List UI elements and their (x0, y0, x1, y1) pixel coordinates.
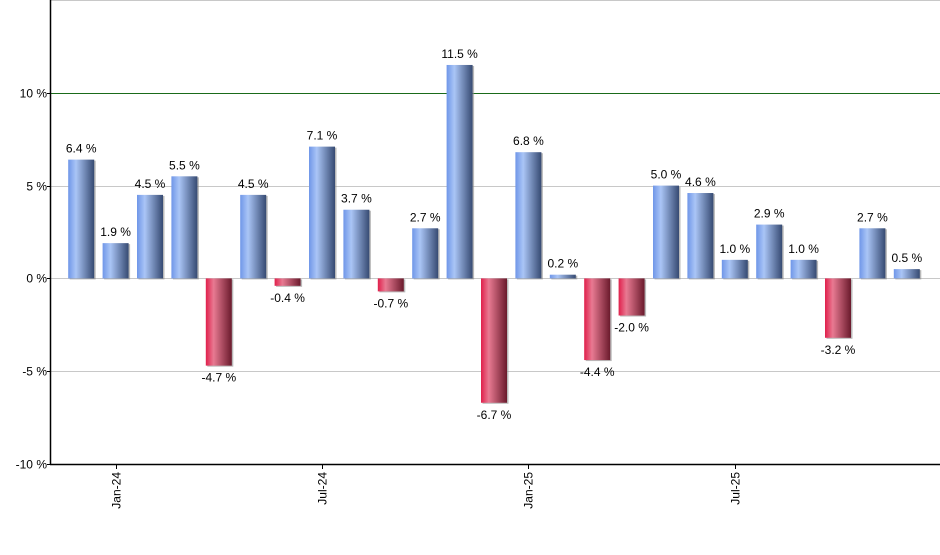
data-label: -0.7 % (373, 296, 408, 310)
data-label: 6.8 % (513, 134, 544, 148)
data-label: 0.5 % (891, 251, 922, 265)
data-label: 11.5 % (441, 47, 478, 61)
x-tick-label: Jan-24 (110, 472, 124, 509)
bar (687, 193, 714, 279)
data-label: 3.7 % (341, 192, 372, 206)
bar (790, 259, 817, 279)
bar (893, 269, 920, 279)
data-label: 5.0 % (651, 168, 682, 182)
y-tick-label: -5 % (22, 365, 47, 379)
data-label: -4.7 % (201, 371, 236, 385)
y-tick-label: 0 % (26, 272, 47, 286)
bar (721, 259, 748, 279)
data-label: 6.4 % (66, 142, 97, 156)
bar (377, 278, 404, 292)
bar (240, 194, 267, 279)
bar (412, 228, 439, 279)
bar (653, 185, 679, 279)
x-tick-label: Jul-25 (729, 472, 743, 505)
bar (137, 194, 163, 279)
data-label: 1.0 % (788, 242, 819, 256)
data-label: -3.2 % (821, 343, 856, 357)
data-label: 2.9 % (754, 207, 785, 221)
bars (68, 64, 922, 404)
data-label: 4.6 % (685, 175, 716, 189)
bar (309, 146, 335, 279)
bar (515, 152, 542, 279)
data-label: 2.7 % (857, 210, 888, 224)
bar (446, 64, 473, 279)
x-tick-label: Jul-24 (316, 472, 330, 505)
data-label: 1.9 % (100, 225, 131, 239)
axes: -10 % -5 % 0 % 5 % 10 % Jan-24 Jul-24 Jan-25 Jul… (16, 0, 940, 509)
data-label: -2.0 % (614, 321, 649, 335)
data-labels: 6.4 %1.9 %4.5 %5.5 %-4.7 %4.5 %-0.4 %7.1… (66, 47, 923, 422)
y-tick-label: 10 % (20, 87, 48, 101)
bar (584, 278, 611, 361)
bar (549, 274, 576, 279)
bar (171, 176, 198, 279)
data-label: 2.7 % (410, 210, 441, 224)
bar (481, 278, 507, 403)
bar (859, 228, 886, 279)
bar (102, 243, 129, 279)
data-label: -6.7 % (477, 408, 512, 422)
bar (825, 278, 851, 338)
data-label: 1.0 % (719, 242, 750, 256)
bar (343, 209, 370, 279)
bar (756, 224, 783, 279)
y-tick-label: 5 % (26, 180, 47, 194)
data-label: 5.5 % (169, 158, 200, 172)
data-label: 4.5 % (135, 177, 166, 191)
data-label: -4.4 % (580, 365, 615, 379)
x-tick-label: Jan-25 (522, 472, 536, 509)
bar (274, 278, 301, 286)
bar (205, 278, 232, 366)
data-label: 7.1 % (307, 129, 338, 143)
bar (68, 159, 95, 279)
y-tick-label: -10 % (16, 458, 48, 472)
data-label: 0.2 % (547, 257, 578, 271)
data-label: -0.4 % (270, 291, 305, 305)
bar (618, 278, 645, 316)
data-label: 4.5 % (238, 177, 269, 191)
